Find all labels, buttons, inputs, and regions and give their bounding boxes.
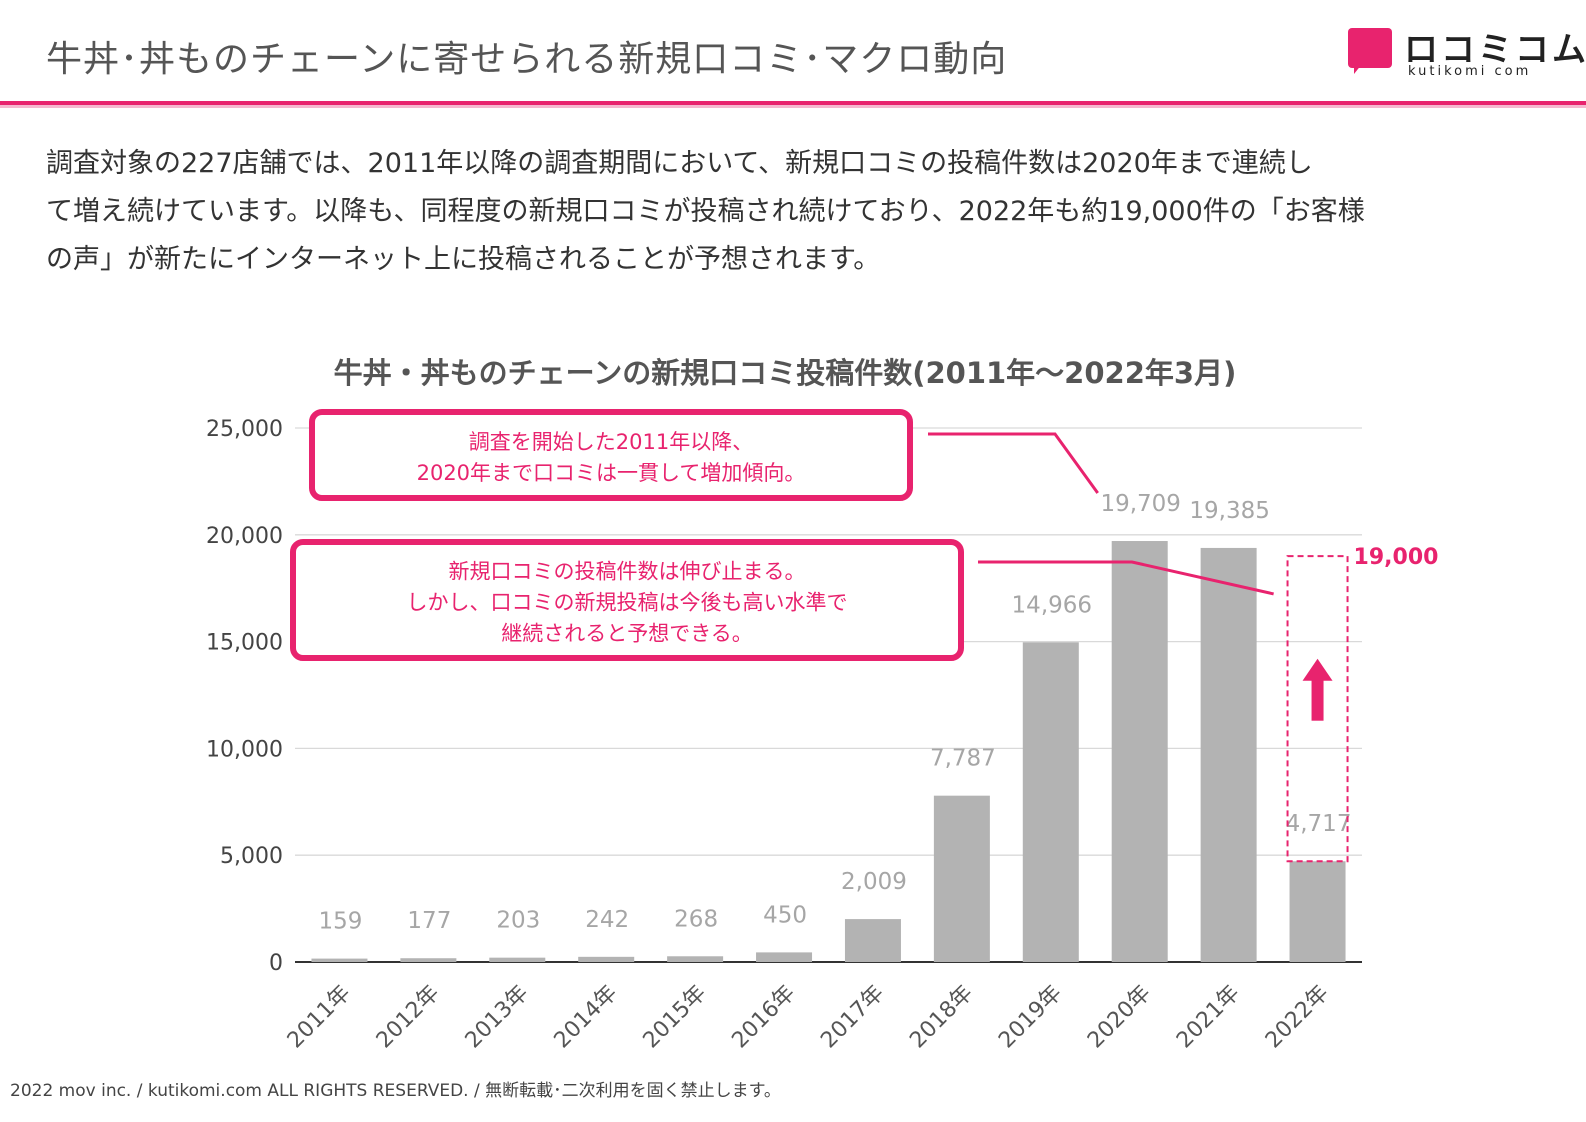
bar — [1111, 541, 1168, 962]
forecast-arrow-shaft — [1311, 678, 1324, 721]
annotation-box — [290, 539, 964, 661]
intro-text: 調査対象の227店舗では、2011年以降の調査期間において、新規口コミの投稿件数… — [46, 140, 1546, 284]
x-tick-label: 2016年 — [727, 981, 800, 1054]
bar-value-label: 14,966 — [1012, 592, 1092, 618]
y-tick-label: 10,000 — [206, 737, 283, 762]
x-tick-label: 2019年 — [994, 981, 1067, 1054]
header-rule — [0, 101, 1586, 108]
chart-title: 牛丼・丼ものチェーンの新規口コミ投稿件数(2011年～2022年3月) — [334, 356, 1237, 390]
bar — [400, 958, 457, 962]
annotation-text: 継続されると予想できる。 — [501, 622, 753, 646]
brand-logo: ロコミコム kutikomi com — [1348, 24, 1586, 80]
bar-value-label: 2,009 — [841, 869, 907, 895]
bar — [844, 919, 901, 962]
annotation-leader-line — [978, 560, 1274, 596]
x-tick-label: 2022年 — [1261, 981, 1334, 1054]
y-tick-label: 20,000 — [206, 524, 283, 549]
forecast-label: 19,000 — [1354, 545, 1439, 570]
bar — [1022, 642, 1079, 962]
footer-copyright: 2022 mov inc. / kutikomi.com ALL RIGHTS … — [10, 1081, 781, 1101]
bar — [756, 952, 813, 962]
annotation-text: 2020年まで口コミは一貫して増加傾向。 — [417, 461, 806, 485]
bar — [1200, 547, 1257, 962]
annotation-leader-line — [928, 432, 1099, 494]
bar — [1289, 861, 1346, 962]
annotation-text: しかし、口コミの新規投稿は今後も高い水準で — [407, 591, 848, 615]
x-tick-label: 2021年 — [1172, 981, 1245, 1054]
bar — [667, 956, 724, 962]
bar-value-label: 19,385 — [1189, 498, 1269, 524]
x-tick-label: 2018年 — [905, 981, 978, 1054]
bar — [933, 795, 990, 962]
logo-mark-tail-icon — [1354, 64, 1362, 74]
forecast-arrow-icon — [1302, 658, 1333, 681]
x-tick-label: 2011年 — [283, 981, 356, 1054]
logo-mark-icon — [1348, 28, 1392, 68]
annotation-text: 調査を開始した2011年以降、 — [469, 430, 753, 454]
x-tick-label: 2020年 — [1083, 981, 1156, 1054]
y-tick-label: 15,000 — [206, 631, 283, 656]
bar-value-label: 268 — [674, 906, 718, 932]
y-tick-label: 5,000 — [220, 844, 283, 869]
bar-value-label: 450 — [763, 902, 807, 928]
logo-subtext: kutikomi com — [1408, 64, 1532, 79]
y-tick-label: 0 — [269, 951, 283, 976]
intro-line: の声」が新たにインターネット上に投稿されることが予想されます。 — [46, 244, 881, 275]
x-tick-label: 2017年 — [816, 981, 889, 1054]
logo-name: ロコミコム — [1404, 30, 1586, 70]
x-tick-label: 2012年 — [372, 981, 445, 1054]
bar — [578, 956, 635, 962]
bar — [489, 957, 546, 962]
x-tick-label: 2014年 — [550, 981, 623, 1054]
bar-value-label: 203 — [496, 908, 540, 934]
bar-value-label: 7,787 — [930, 746, 996, 772]
forecast-box — [1286, 555, 1349, 863]
intro-line: て増え続けています。以降も、同程度の新規口コミが投稿され続けており、2022年も… — [46, 196, 1365, 227]
bar-value-label: 177 — [407, 908, 451, 934]
bar-value-label: 159 — [319, 909, 363, 935]
annotation-box — [309, 409, 913, 501]
x-tick-label: 2013年 — [461, 981, 534, 1054]
x-tick-label: 2015年 — [639, 981, 712, 1054]
annotation-text: 新規口コミの投稿件数は伸び止まる。 — [449, 560, 806, 584]
intro-line: 調査対象の227店舗では、2011年以降の調査期間において、新規口コミの投稿件数… — [46, 148, 1313, 179]
bar-value-label: 19,709 — [1100, 491, 1180, 517]
page-title: 牛丼･丼ものチェーンに寄せられる新規口コミ･マクロ動向 — [46, 39, 1008, 80]
bar-value-label: 4,717 — [1286, 811, 1352, 837]
bar — [311, 958, 368, 962]
bar-value-label: 242 — [585, 907, 629, 933]
y-tick-label: 25,000 — [206, 417, 283, 442]
